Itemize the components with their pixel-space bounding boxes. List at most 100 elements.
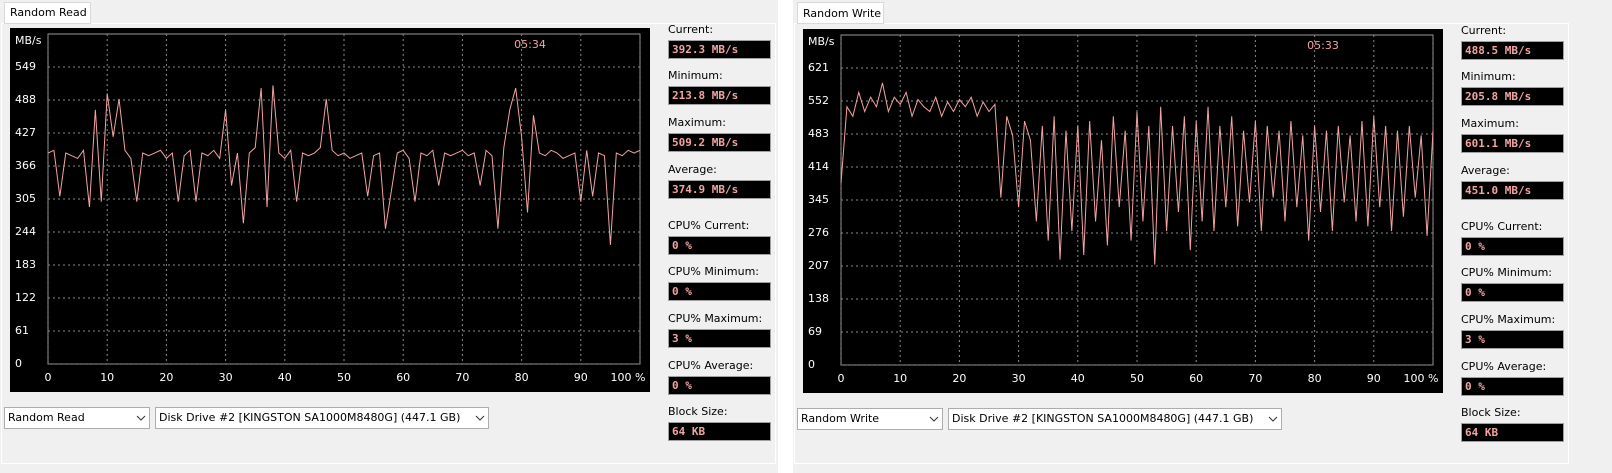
x-tick-label: 70 <box>1248 372 1262 385</box>
x-tick-label: 0 <box>45 371 52 384</box>
dropdown-text[interactable]: Random Read <box>8 411 85 424</box>
stat-box <box>1461 41 1564 60</box>
x-tick-label: 100 % <box>1404 372 1439 385</box>
stat-box <box>1461 330 1564 349</box>
dropdown-arrow[interactable] <box>1268 416 1278 422</box>
chart-background <box>10 28 650 392</box>
y-tick-label: 122 <box>15 291 36 304</box>
stat-value: 3 % <box>672 332 692 345</box>
stat-label: Current: <box>668 23 713 36</box>
x-tick-label: 0 <box>838 372 845 385</box>
x-tick-label: 100 % <box>611 371 646 384</box>
stat-value: 509.2 MB/s <box>672 136 738 149</box>
stat-value: 0 % <box>672 239 692 252</box>
dropdown[interactable] <box>797 408 943 430</box>
stat-box <box>668 376 771 395</box>
stat-value: 0 % <box>1465 286 1485 299</box>
tab[interactable] <box>4 2 91 24</box>
stat-label: Average: <box>1461 164 1510 177</box>
dropdown-arrow[interactable] <box>475 415 485 421</box>
dropdown-text[interactable]: Disk Drive #2 [KINGSTON SA1000M8480G] (4… <box>952 412 1253 425</box>
y-tick-label: 488 <box>15 93 36 106</box>
stat-box <box>1461 134 1564 153</box>
x-tick-label: 40 <box>1071 372 1085 385</box>
stat-box <box>668 180 771 199</box>
tab-label[interactable]: Random Read <box>10 6 87 19</box>
stat-label: CPU% Minimum: <box>1461 266 1552 279</box>
stat-value: 0 % <box>672 285 692 298</box>
stat-box <box>1461 283 1564 302</box>
dropdown-arrow[interactable] <box>929 416 939 422</box>
stat-box <box>668 422 771 441</box>
tab-label[interactable]: Random Write <box>803 7 881 20</box>
stat-label: Maximum: <box>1461 117 1519 130</box>
stat-box <box>668 236 771 255</box>
stat-value: 392.3 MB/s <box>672 43 738 56</box>
stat-box <box>1461 377 1564 396</box>
stat-label: CPU% Maximum: <box>1461 313 1555 326</box>
stat-label: Minimum: <box>1461 70 1516 83</box>
x-tick-label: 90 <box>1367 372 1381 385</box>
stat-label: CPU% Average: <box>668 359 753 372</box>
stat-label: Minimum: <box>668 69 723 82</box>
x-tick-label: 60 <box>396 371 410 384</box>
stat-value: 205.8 MB/s <box>1465 90 1531 103</box>
y-tick-label: 345 <box>808 193 829 206</box>
dropdown-text[interactable]: Disk Drive #2 [KINGSTON SA1000M8480G] (4… <box>159 411 460 424</box>
x-tick-label: 50 <box>1130 372 1144 385</box>
stat-value: 64 KB <box>1465 426 1498 439</box>
dropdown-arrow[interactable] <box>136 415 146 421</box>
stat-box <box>1461 87 1564 106</box>
x-tick-label: 80 <box>515 371 529 384</box>
stat-label: CPU% Average: <box>1461 360 1546 373</box>
y-tick-label: 0 <box>808 358 815 371</box>
x-tick-label: 50 <box>337 371 351 384</box>
panel-frame <box>1 23 776 464</box>
dropdown[interactable] <box>948 408 1282 430</box>
stat-box <box>1461 181 1564 200</box>
stat-value: 488.5 MB/s <box>1465 44 1531 57</box>
y-tick-label: 552 <box>808 94 829 107</box>
y-tick-label: 276 <box>808 226 829 239</box>
y-tick-label: 549 <box>15 60 36 73</box>
y-tick-label: 305 <box>15 192 36 205</box>
y-tick-label: 414 <box>808 160 829 173</box>
x-tick-label: 90 <box>574 371 588 384</box>
x-tick-label: 70 <box>455 371 469 384</box>
stat-label: CPU% Current: <box>1461 220 1542 233</box>
x-tick-label: 10 <box>100 371 114 384</box>
stat-value: 3 % <box>1465 333 1485 346</box>
y-tick-label: 621 <box>808 61 829 74</box>
stat-label: CPU% Minimum: <box>668 265 759 278</box>
chart-background <box>803 29 1443 393</box>
stat-label: Maximum: <box>668 116 726 129</box>
data-line <box>840 82 1434 265</box>
stat-label: Block Size: <box>1461 406 1521 419</box>
stat-value: 374.9 MB/s <box>672 183 738 196</box>
stat-box <box>668 133 771 152</box>
timer: 05:34 <box>514 38 546 51</box>
stat-value: 0 % <box>1465 380 1485 393</box>
y-tick-label: 207 <box>808 259 829 272</box>
x-tick-label: 80 <box>1308 372 1322 385</box>
timer: 05:33 <box>1307 39 1339 52</box>
data-line <box>47 85 641 246</box>
stat-label: CPU% Current: <box>668 219 749 232</box>
stat-box <box>668 86 771 105</box>
dropdown[interactable] <box>4 407 150 429</box>
tab[interactable] <box>797 2 884 24</box>
x-tick-label: 40 <box>278 371 292 384</box>
y-tick-label: 366 <box>15 159 36 172</box>
x-tick-label: 30 <box>1012 372 1026 385</box>
x-tick-label: 60 <box>1189 372 1203 385</box>
stat-label: Block Size: <box>668 405 728 418</box>
dropdown-text[interactable]: Random Write <box>801 412 879 425</box>
x-tick-label: 20 <box>159 371 173 384</box>
dropdown[interactable] <box>155 407 489 429</box>
y-axis-label: MB/s <box>15 34 42 47</box>
stat-box <box>1461 237 1564 256</box>
y-tick-label: 69 <box>808 325 822 338</box>
stat-label: CPU% Maximum: <box>668 312 762 325</box>
y-tick-label: 427 <box>15 126 36 139</box>
